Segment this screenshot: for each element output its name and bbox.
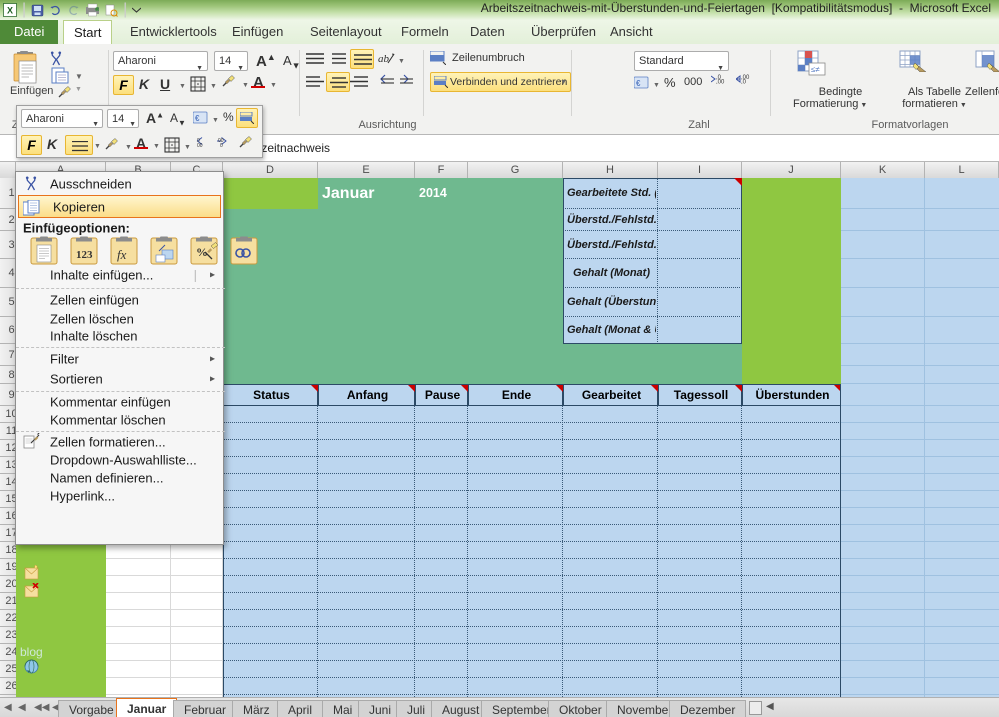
svg-text:ab: ab xyxy=(378,53,390,65)
svg-text:,00: ,00 xyxy=(716,80,725,85)
svg-text:≤≠: ≤≠ xyxy=(811,65,820,74)
svg-text:€: € xyxy=(636,79,641,88)
svg-text:0: 0 xyxy=(220,143,223,148)
svg-text:123: 123 xyxy=(76,249,93,261)
svg-text:€: € xyxy=(195,114,200,123)
svg-text:%: % xyxy=(196,245,208,259)
svg-text:00: 00 xyxy=(197,143,203,148)
svg-text:fx: fx xyxy=(117,247,127,262)
svg-text:X: X xyxy=(7,6,13,16)
svg-text:,0: ,0 xyxy=(741,80,747,85)
